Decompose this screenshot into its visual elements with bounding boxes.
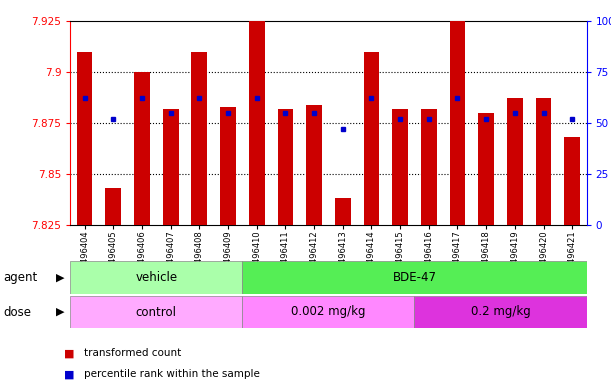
Bar: [421, 109, 437, 225]
Bar: [249, 21, 265, 225]
Text: transformed count: transformed count: [84, 348, 181, 358]
Text: dose: dose: [3, 306, 31, 318]
Bar: [243, 261, 587, 294]
Bar: [364, 52, 379, 225]
Bar: [392, 109, 408, 225]
Text: control: control: [136, 306, 177, 318]
Bar: [414, 296, 587, 328]
Bar: [450, 21, 466, 225]
Bar: [220, 107, 236, 225]
Bar: [478, 113, 494, 225]
Bar: [134, 72, 150, 225]
Bar: [77, 52, 92, 225]
Bar: [163, 109, 178, 225]
Text: ▶: ▶: [56, 307, 65, 317]
Text: ■: ■: [64, 369, 75, 379]
Bar: [70, 296, 243, 328]
Bar: [306, 104, 322, 225]
Bar: [507, 98, 523, 225]
Bar: [335, 198, 351, 225]
Bar: [243, 296, 414, 328]
Text: BDE-47: BDE-47: [392, 271, 436, 284]
Text: ■: ■: [64, 348, 75, 358]
Text: percentile rank within the sample: percentile rank within the sample: [84, 369, 260, 379]
Bar: [191, 52, 207, 225]
Text: ▶: ▶: [56, 272, 65, 283]
Text: vehicle: vehicle: [135, 271, 177, 284]
Bar: [565, 137, 580, 225]
Text: 0.2 mg/kg: 0.2 mg/kg: [470, 306, 530, 318]
Bar: [277, 109, 293, 225]
Text: 0.002 mg/kg: 0.002 mg/kg: [291, 306, 365, 318]
Text: agent: agent: [3, 271, 37, 284]
Bar: [536, 98, 551, 225]
Bar: [106, 188, 121, 225]
Bar: [70, 261, 243, 294]
